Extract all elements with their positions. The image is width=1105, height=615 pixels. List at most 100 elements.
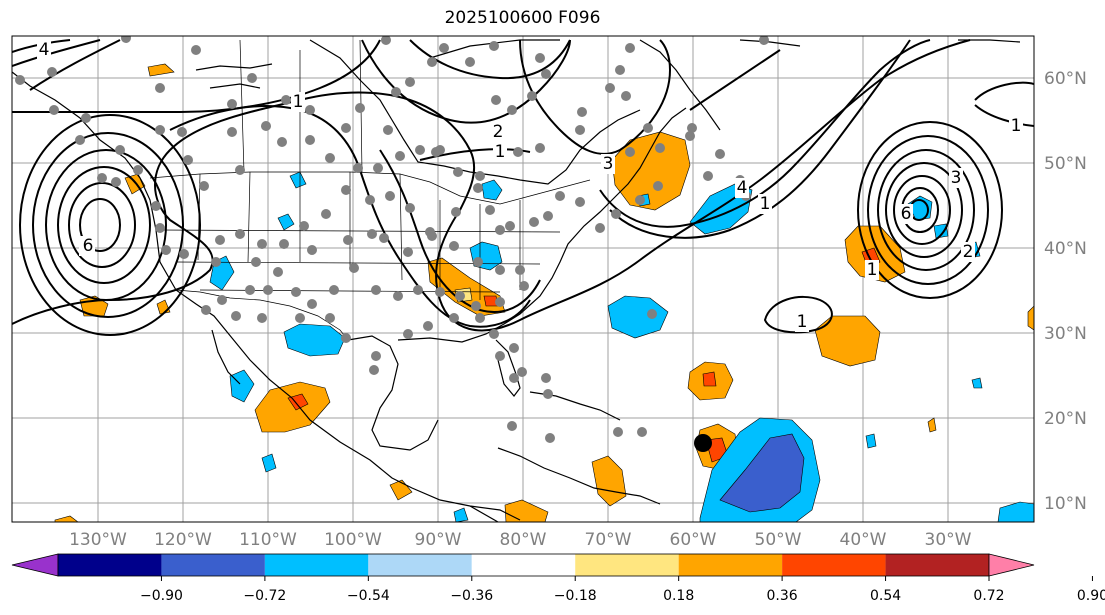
positive-anomaly [504, 499, 549, 522]
latitude-label: 60°N [1044, 69, 1087, 89]
colorbar: −0.90 −0.72 −0.54 −0.36 −0.18 0.18 0.36 0.54 0.7… [11, 553, 1105, 604]
colorbar-segment [782, 554, 886, 576]
contour-label-bg [865, 260, 879, 280]
station-dot [367, 229, 377, 239]
contour-label: 3 [603, 154, 614, 174]
contour-ring [877, 149, 975, 271]
station-dot [685, 131, 695, 141]
station-dot [471, 301, 481, 311]
station-dot [325, 313, 335, 323]
coastline [469, 505, 499, 522]
contour-line [29, 39, 121, 91]
colorbar-tick-label: −0.72 [243, 588, 286, 604]
station-dot [263, 285, 273, 295]
station-dot [353, 163, 363, 173]
station-dot [403, 247, 413, 257]
contour-ring [893, 175, 951, 245]
station-dot [529, 217, 539, 227]
station-dot [295, 313, 305, 323]
colorbar-segment [471, 554, 576, 576]
contour-label: 4 [737, 178, 748, 198]
longitude-label: 120°W [154, 530, 212, 550]
station-dot [325, 153, 335, 163]
latitude-label: 50°N [1044, 154, 1087, 174]
station-dot [577, 107, 587, 117]
storm-position-marker [694, 434, 712, 452]
station-dot [391, 87, 401, 97]
coastline [397, 107, 687, 343]
station-dot [155, 223, 165, 233]
contour-label-bg [601, 154, 615, 174]
station-dot [155, 125, 165, 135]
contour-label: 2 [963, 242, 974, 262]
station-dot [247, 73, 257, 83]
station-dot [245, 285, 255, 295]
contour-line [169, 105, 531, 328]
border-us-mexico [175, 289, 349, 341]
contour-label: 1 [760, 194, 771, 214]
contour-label: 6 [901, 204, 912, 224]
station-dot [489, 329, 499, 339]
negative-anomaly [261, 453, 277, 473]
station-dot [541, 373, 551, 383]
contour-line [361, 39, 571, 124]
contour-label-bg [81, 236, 95, 256]
coastline [639, 39, 721, 131]
negative-anomaly [453, 507, 469, 522]
station-dot [111, 177, 121, 187]
station-dot [307, 245, 317, 255]
station-dot [509, 373, 519, 383]
station-dot [517, 367, 527, 377]
station-dot [343, 235, 353, 245]
longitude-labels: 130°W 120°W 110°W 100°W 90°W 80°W 70°W 60°W 50°W… [69, 530, 972, 550]
station-dot [299, 221, 309, 231]
station-dot [201, 305, 211, 315]
longitude-label: 110°W [239, 530, 297, 550]
station-dot [451, 207, 461, 217]
colorbar-segment [368, 554, 472, 576]
contour-label: 2 [493, 122, 504, 142]
station-dot [257, 313, 267, 323]
station-dot [177, 127, 187, 137]
negative-anomaly [277, 213, 295, 231]
map-border [11, 35, 1035, 523]
positive-anomaly [287, 393, 309, 411]
station-dot [227, 127, 237, 137]
station-dot [49, 105, 59, 115]
contour-ring [79, 198, 121, 252]
contour-line [763, 295, 833, 334]
station-dot [257, 239, 267, 249]
station-dot [341, 333, 351, 343]
contour-label-bg [493, 142, 507, 162]
coastline [211, 329, 241, 385]
station-dot [491, 95, 501, 105]
station-dot [595, 223, 605, 233]
station-dot [647, 309, 657, 319]
station-dot [151, 201, 161, 211]
station-dot [273, 267, 283, 277]
contour-label-bg [961, 242, 975, 262]
latitude-label: 10°N [1044, 494, 1087, 514]
station-dot [643, 123, 653, 133]
colorbar-tick-label: 0.18 [663, 588, 694, 604]
station-dot [489, 41, 499, 51]
station-dot [81, 113, 91, 123]
station-dot [635, 195, 645, 205]
station-dot [291, 287, 301, 297]
station-dot [133, 165, 143, 175]
negative-anomaly [971, 377, 983, 389]
contour-label-bg [1009, 116, 1023, 136]
longitude-label: 80°W [500, 530, 547, 550]
positive-anomaly [54, 515, 79, 522]
colorbar-tick-label: −0.90 [140, 588, 183, 604]
station-dot [527, 91, 537, 101]
contour-ring [867, 135, 989, 285]
station-dot [545, 433, 555, 443]
station-dot [15, 75, 25, 85]
negative-anomaly [481, 179, 503, 201]
positive-anomaly [254, 381, 331, 433]
station-dot [217, 295, 227, 305]
contour-label-bg [735, 178, 749, 198]
station-dot [395, 151, 405, 161]
